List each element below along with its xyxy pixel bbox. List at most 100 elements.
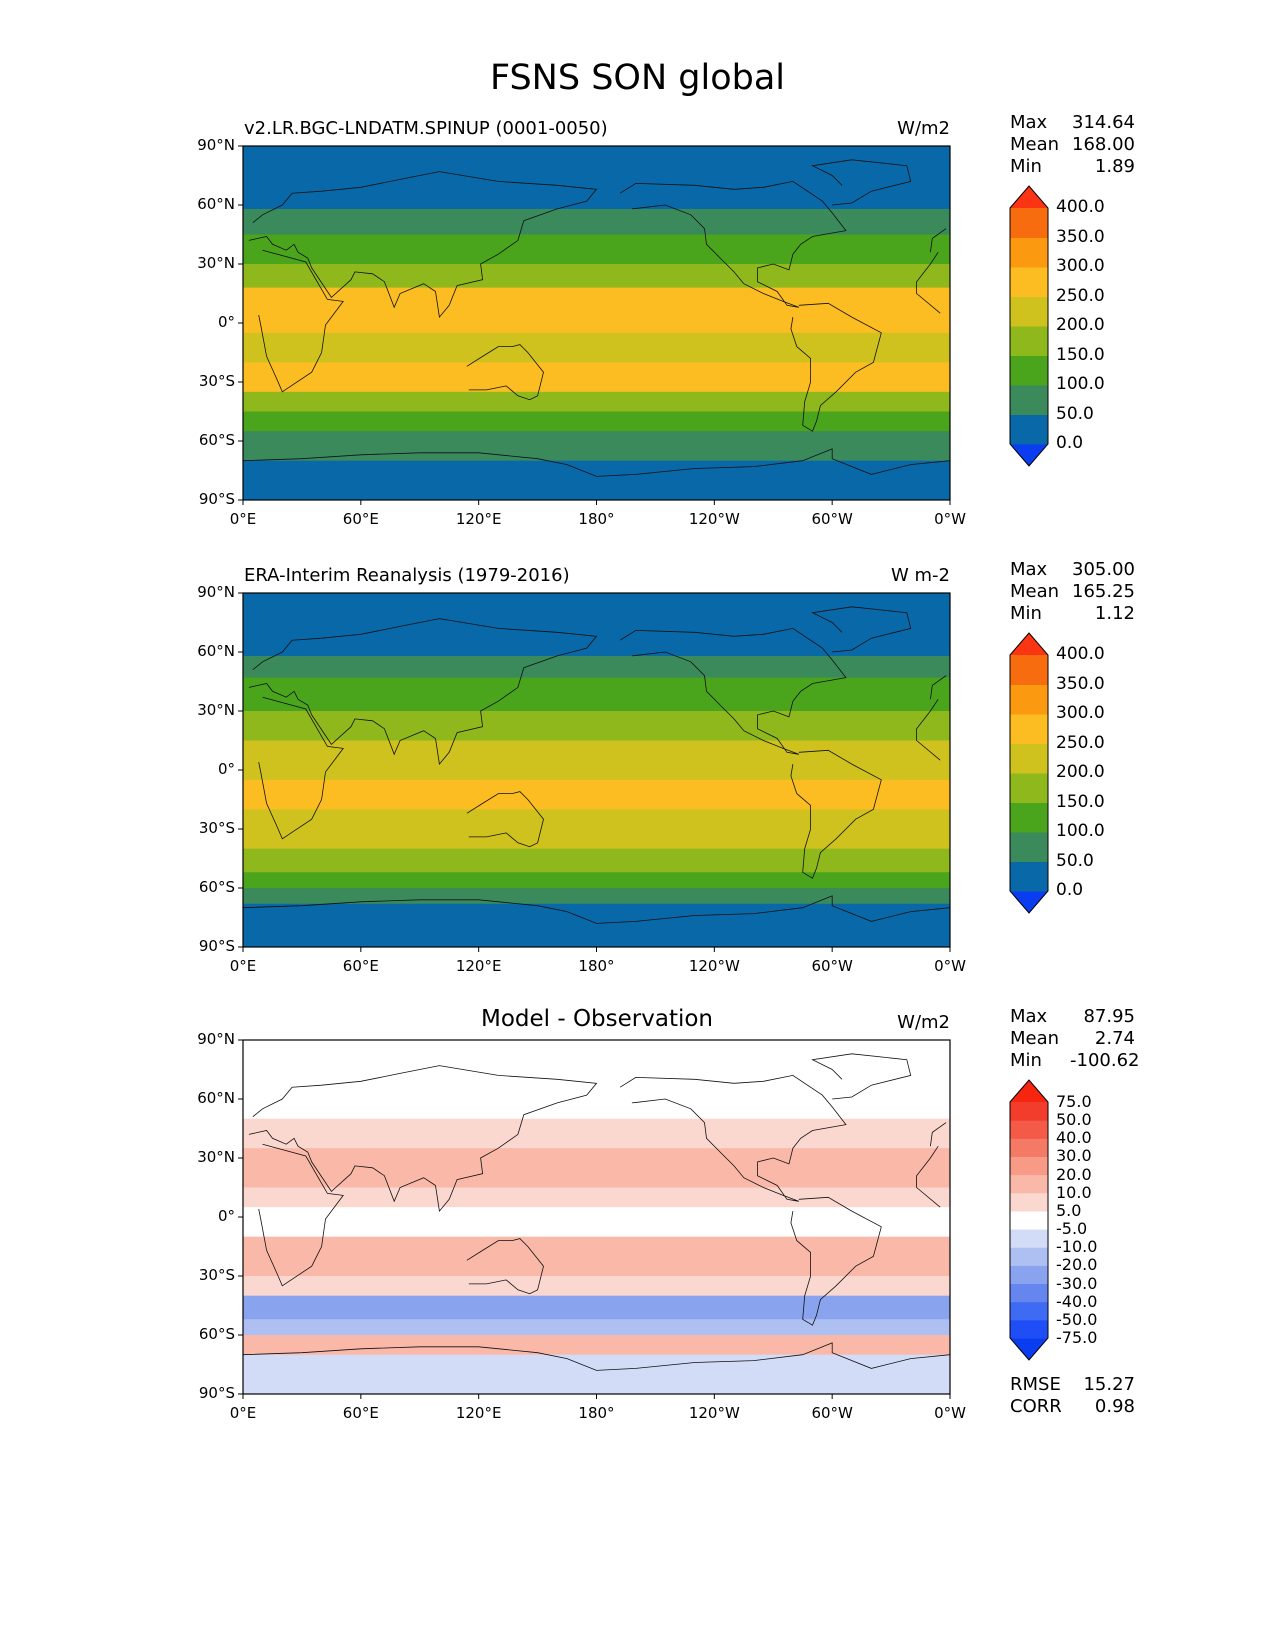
- lon-tick-label: 120°E: [455, 1404, 502, 1422]
- lat-tick-label: 30°N: [197, 1148, 235, 1166]
- lon-tick-label: 0°W: [934, 510, 966, 528]
- colorbar-segment: [1010, 743, 1048, 774]
- field-band: [243, 593, 950, 657]
- stat-label: Mean: [1010, 581, 1060, 602]
- coastline: [466, 791, 544, 848]
- colorbar-segment: [1010, 1301, 1048, 1321]
- colorbar-segment: [1010, 1156, 1048, 1176]
- lat-tick-label: 60°S: [198, 878, 235, 896]
- lon-tick-label: 0°W: [934, 957, 966, 975]
- lon-tick-label: 0°E: [229, 957, 257, 975]
- panel-3-stats: Max 87.95 Mean 2.74 Min -100.62: [1010, 1006, 1139, 1072]
- colorbar-outline: [1009, 185, 1049, 467]
- colorbar-tick-label: 0.0: [1056, 880, 1084, 900]
- colorbar-tick-label: 200.0: [1056, 762, 1105, 782]
- coastline: [619, 1074, 847, 1202]
- coastline: [790, 302, 882, 432]
- lat-tick-label: 30°S: [198, 372, 235, 390]
- colorbar-segment: [1010, 296, 1048, 327]
- lat-tick-label: 60°S: [198, 1325, 235, 1343]
- coastline: [619, 627, 847, 755]
- lat-tick-label: 30°S: [198, 1266, 235, 1284]
- lat-tick-label: 0°: [217, 313, 235, 331]
- colorbar-segment: [1010, 208, 1048, 238]
- colorbar-tick-label: -75.0: [1056, 1328, 1098, 1347]
- lat-tick-label: 90°N: [197, 583, 235, 601]
- lon-tick-label: 60°E: [342, 510, 379, 528]
- panel-1-stats: Max 314.64 Mean 168.00 Min 1.89: [1010, 112, 1135, 178]
- lat-tick-label: 90°N: [197, 136, 235, 154]
- field-band: [243, 460, 950, 500]
- colorbar-tick-label: 200.0: [1056, 315, 1105, 335]
- colorbar-extend-max: [1010, 1080, 1048, 1102]
- colorbar-tick-label: 250.0: [1056, 285, 1105, 306]
- coastline: [258, 249, 941, 393]
- colorbar-outline: [1009, 632, 1049, 914]
- panel-1-title: v2.LR.BGC-LNDATM.SPINUP (0001-0050): [244, 118, 608, 139]
- colorbar-tick-label: 50.0: [1056, 850, 1094, 871]
- field-band: [243, 1187, 950, 1208]
- colorbar-segment: [1010, 714, 1048, 744]
- field-band: [243, 1354, 950, 1394]
- lon-tick-label: 60°E: [342, 957, 379, 975]
- field-band: [243, 1335, 950, 1356]
- colorbar-segment: [1010, 1210, 1048, 1230]
- coastline: [248, 618, 947, 766]
- lat-tick-label: 0°: [217, 760, 235, 778]
- colorbar-tick-label: 150.0: [1056, 791, 1105, 812]
- field-band: [243, 1295, 950, 1320]
- colorbar-segment: [1010, 832, 1048, 862]
- coastline: [619, 180, 847, 308]
- colorbar-segment: [1010, 237, 1048, 268]
- colorbar-panel-3: [1009, 1079, 1049, 1361]
- colorbar-tick-label: -40.0: [1056, 1291, 1098, 1311]
- field-band: [243, 711, 950, 741]
- map-field-panel-3: [243, 1040, 950, 1394]
- field-band: [243, 411, 950, 432]
- colorbar-segment: [1010, 267, 1048, 297]
- colorbar-extend-max: [1010, 186, 1048, 208]
- colorbar-segment: [1010, 1229, 1048, 1248]
- field-band: [243, 888, 950, 905]
- colorbar-segment: [1010, 1138, 1048, 1157]
- map-field-panel-1: [243, 146, 950, 500]
- coastline: [811, 1053, 912, 1100]
- field-band: [243, 848, 950, 873]
- field-band: [243, 264, 950, 289]
- colorbar-tick-label: -50.0: [1056, 1309, 1098, 1329]
- colorbar-tick-label: 400.0: [1056, 644, 1105, 664]
- stat-label: Max: [1010, 112, 1048, 133]
- field-band: [243, 391, 950, 412]
- coastline: [243, 895, 950, 924]
- lon-tick-label: 120°W: [688, 957, 740, 975]
- corr-label: CORR: [1010, 1396, 1062, 1417]
- colorbar-tick-label: 10.0: [1056, 1182, 1092, 1202]
- field-band: [243, 655, 950, 679]
- colorbar-segment: [1010, 1174, 1048, 1194]
- lon-tick-label: 120°E: [455, 510, 502, 528]
- colorbar-tick-label: 250.0: [1056, 732, 1105, 753]
- lon-tick-label: 60°W: [811, 510, 853, 528]
- panel-3-skill: RMSE 15.27 CORR 0.98: [1010, 1374, 1135, 1418]
- field-band: [243, 1040, 950, 1080]
- lon-tick-label: 0°E: [229, 1404, 257, 1422]
- colorbar-segment: [1010, 414, 1048, 445]
- colorbar-segment: [1010, 1283, 1048, 1303]
- colorbar-tick-label: -20.0: [1056, 1255, 1098, 1275]
- colorbar-segment: [1010, 385, 1048, 415]
- stat-mean: 2.74: [1094, 1028, 1135, 1049]
- lat-tick-label: 90°S: [198, 1384, 235, 1402]
- rmse-value: 15.27: [1083, 1374, 1135, 1395]
- colorbar-tick-label: 30.0: [1056, 1146, 1092, 1166]
- colorbar-tick-label: 50.0: [1056, 403, 1094, 424]
- colorbar-segment: [1010, 1192, 1048, 1212]
- colorbar-tick-label: 20.0: [1056, 1164, 1092, 1184]
- field-band: [243, 740, 950, 781]
- colorbar-tick-label: 75.0: [1056, 1092, 1092, 1111]
- coastline: [466, 1238, 544, 1295]
- lon-tick-label: 120°W: [688, 1404, 740, 1422]
- field-band: [243, 287, 950, 334]
- colorbar-extend-min: [1010, 891, 1048, 913]
- figure-title: FSNS SON global: [489, 58, 786, 98]
